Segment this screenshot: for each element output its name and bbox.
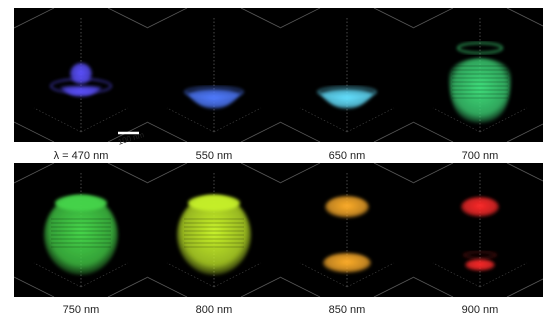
box-edge [147, 121, 188, 142]
box-edge [147, 8, 188, 29]
box-edge [240, 276, 281, 297]
box-edge [506, 8, 543, 27]
ring [457, 42, 503, 54]
box-edge [280, 121, 321, 142]
wavelength-label: 650 nm [328, 150, 366, 162]
particle-glow [70, 63, 92, 85]
box-edge [506, 163, 543, 182]
wavelength-label: 900 nm [461, 304, 499, 316]
box-edge [107, 163, 148, 184]
box-edge [14, 276, 55, 297]
wavelength-label: 800 nm [195, 304, 233, 316]
render-panel-svg [147, 163, 281, 297]
box-edge [280, 8, 321, 29]
wavelength-label: 850 nm [328, 304, 366, 316]
box-edge [14, 163, 55, 184]
box-edge [240, 121, 281, 142]
render-panel [280, 163, 414, 297]
box-edge [413, 8, 454, 29]
box-edge [14, 8, 55, 29]
wavelength-label: 750 nm [62, 304, 100, 316]
render-panel-svg [14, 163, 148, 297]
render-panel [147, 163, 281, 297]
box-edge [413, 276, 454, 297]
box-edge [506, 278, 543, 297]
particle-glow [323, 253, 371, 273]
box-edge [373, 121, 414, 142]
render-panel [413, 8, 543, 142]
particle-glow [449, 58, 511, 123]
render-panel-svg [280, 8, 414, 142]
box-edge [147, 276, 188, 297]
particle-glow [461, 197, 499, 217]
box-edge [107, 8, 148, 29]
wavelength-label: λ = 470 nm [53, 150, 109, 162]
ring [317, 86, 377, 98]
box-edge [240, 163, 281, 184]
box-edge [373, 163, 414, 184]
box-background [413, 163, 543, 297]
box-edge [413, 121, 454, 142]
particle-glow [465, 259, 495, 271]
box-edge [147, 163, 188, 184]
render-panel-svg [413, 8, 543, 142]
wavelength-label: 700 nm [461, 150, 499, 162]
render-panel [14, 8, 148, 142]
box-edge [506, 123, 543, 142]
box-edge [240, 8, 281, 29]
box-edge [280, 163, 321, 184]
render-panel [14, 163, 148, 297]
ring [55, 195, 107, 211]
render-panel-svg [413, 163, 543, 297]
render-panel-svg [14, 8, 148, 142]
particle-glow [58, 86, 104, 97]
box-edge [413, 163, 454, 184]
ring [184, 86, 244, 98]
wavelength-label: 550 nm [195, 150, 233, 162]
particle-glow [318, 89, 376, 109]
render-panel [280, 8, 414, 142]
particle-glow [185, 89, 243, 109]
render-panel-svg [280, 163, 414, 297]
ring [463, 251, 497, 259]
ring [188, 195, 240, 211]
box-edge [107, 276, 148, 297]
render-panel [413, 163, 543, 297]
particle-glow [44, 195, 118, 275]
particle-glow [325, 196, 369, 218]
render-panel-svg [147, 8, 281, 142]
box-edge [373, 276, 414, 297]
render-panel [147, 8, 281, 142]
particle-glow [177, 195, 251, 275]
box-edge [280, 276, 321, 297]
box-edge [373, 8, 414, 29]
box-edge [14, 121, 55, 142]
